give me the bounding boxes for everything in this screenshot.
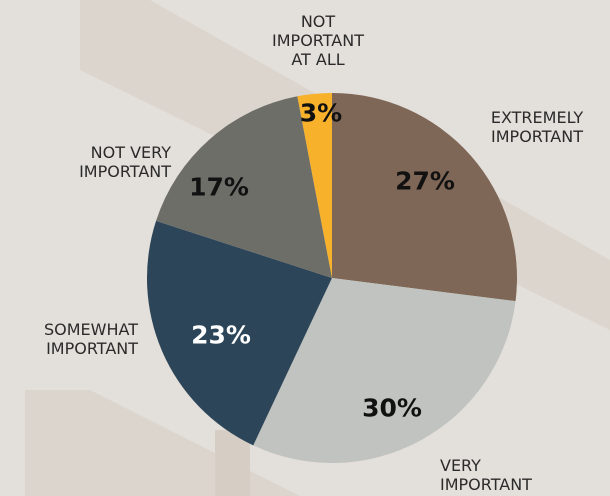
background-stripe bbox=[215, 430, 250, 496]
pie-slice bbox=[297, 93, 332, 278]
category-label: EXTREMELY IMPORTANT bbox=[490, 108, 584, 146]
value-label: 3% bbox=[299, 98, 343, 128]
pie-slice bbox=[332, 93, 517, 302]
category-label: NOT IMPORTANT AT ALL bbox=[272, 12, 364, 69]
value-label: 23% bbox=[191, 320, 251, 350]
value-label: 17% bbox=[189, 172, 249, 202]
value-label: 27% bbox=[395, 166, 455, 196]
value-label: 30% bbox=[362, 393, 422, 423]
category-label: NOT VERY IMPORTANT bbox=[79, 143, 171, 181]
category-label: SOMEWHAT IMPORTANT bbox=[44, 320, 138, 358]
category-label: VERY IMPORTANT bbox=[440, 456, 532, 494]
pie-slice bbox=[147, 220, 332, 446]
pie-slice bbox=[253, 278, 516, 464]
pie-slice bbox=[156, 96, 332, 278]
